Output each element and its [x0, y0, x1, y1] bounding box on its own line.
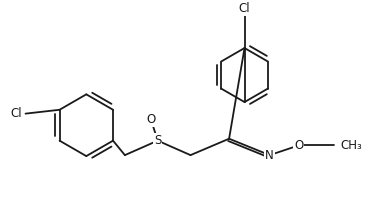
Text: S: S	[154, 134, 161, 147]
Text: N: N	[265, 149, 274, 162]
Text: Cl: Cl	[239, 2, 250, 15]
Text: O: O	[146, 113, 155, 126]
Text: O: O	[294, 139, 303, 152]
Text: Cl: Cl	[10, 107, 22, 120]
Text: CH₃: CH₃	[340, 139, 362, 152]
